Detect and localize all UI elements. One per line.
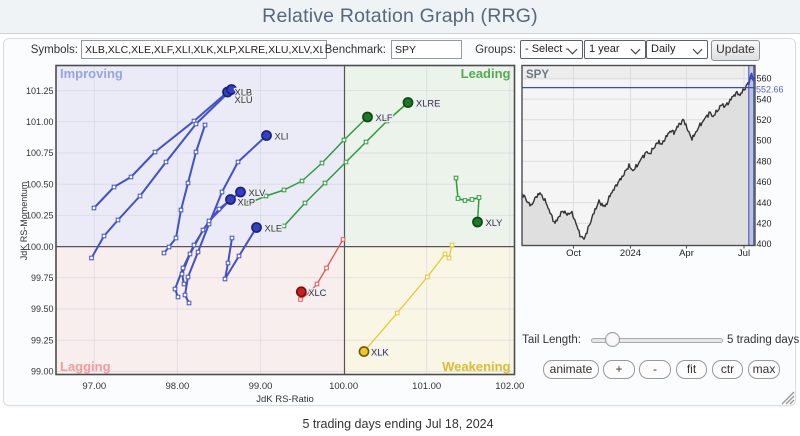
svg-text:XLY: XLY xyxy=(486,218,503,228)
svg-text:XLI: XLI xyxy=(275,132,289,142)
svg-text:99.50: 99.50 xyxy=(31,304,54,314)
svg-text:440: 440 xyxy=(757,198,772,208)
svg-text:102.00: 102.00 xyxy=(495,381,524,392)
svg-text:Improving: Improving xyxy=(60,66,123,81)
svg-text:XLU: XLU xyxy=(235,95,253,105)
svg-text:XLE: XLE xyxy=(265,224,283,234)
svg-text:97.00: 97.00 xyxy=(82,381,106,392)
svg-text:560: 560 xyxy=(757,74,772,84)
svg-text:Jul: Jul xyxy=(738,248,750,259)
svg-text:99.25: 99.25 xyxy=(31,335,54,345)
svg-text:XLV: XLV xyxy=(249,188,267,198)
svg-text:100.50: 100.50 xyxy=(26,179,54,189)
svg-text:XLP: XLP xyxy=(238,198,256,208)
svg-text:99.75: 99.75 xyxy=(31,273,54,283)
svg-text:520: 520 xyxy=(757,115,772,125)
svg-text:2024: 2024 xyxy=(620,248,641,259)
svg-text:101.00: 101.00 xyxy=(26,117,54,127)
svg-text:Apr: Apr xyxy=(679,248,694,259)
svg-text:Leading: Leading xyxy=(461,66,511,81)
svg-text:100.00: 100.00 xyxy=(329,381,358,392)
svg-text:480: 480 xyxy=(757,156,772,166)
svg-text:500: 500 xyxy=(757,136,772,146)
svg-text:JdK RS-Momentum: JdK RS-Momentum xyxy=(19,182,29,261)
svg-text:552.66: 552.66 xyxy=(756,85,784,95)
svg-text:101.25: 101.25 xyxy=(26,86,54,96)
svg-text:XLB: XLB xyxy=(235,88,253,98)
svg-text:100.00: 100.00 xyxy=(26,242,54,252)
svg-text:99.00: 99.00 xyxy=(249,381,273,392)
svg-text:XLK: XLK xyxy=(371,348,389,358)
svg-text:101.00: 101.00 xyxy=(412,381,441,392)
svg-text:XLC: XLC xyxy=(308,288,326,298)
svg-text:540: 540 xyxy=(757,94,772,104)
svg-text:XLRE: XLRE xyxy=(416,99,440,109)
svg-text:Oct: Oct xyxy=(566,248,581,259)
svg-text:JdK RS-Ratio: JdK RS-Ratio xyxy=(256,394,314,405)
svg-text:Weakening: Weakening xyxy=(442,359,510,374)
svg-text:SPY: SPY xyxy=(526,69,549,81)
svg-text:Lagging: Lagging xyxy=(60,359,111,374)
svg-text:460: 460 xyxy=(757,177,772,187)
svg-text:100.75: 100.75 xyxy=(26,148,54,158)
svg-text:XLF: XLF xyxy=(376,113,393,123)
svg-text:420: 420 xyxy=(757,219,772,229)
svg-text:400: 400 xyxy=(757,239,772,249)
svg-text:98.00: 98.00 xyxy=(166,381,190,392)
svg-text:99.00: 99.00 xyxy=(31,367,54,377)
svg-text:100.25: 100.25 xyxy=(26,211,54,221)
